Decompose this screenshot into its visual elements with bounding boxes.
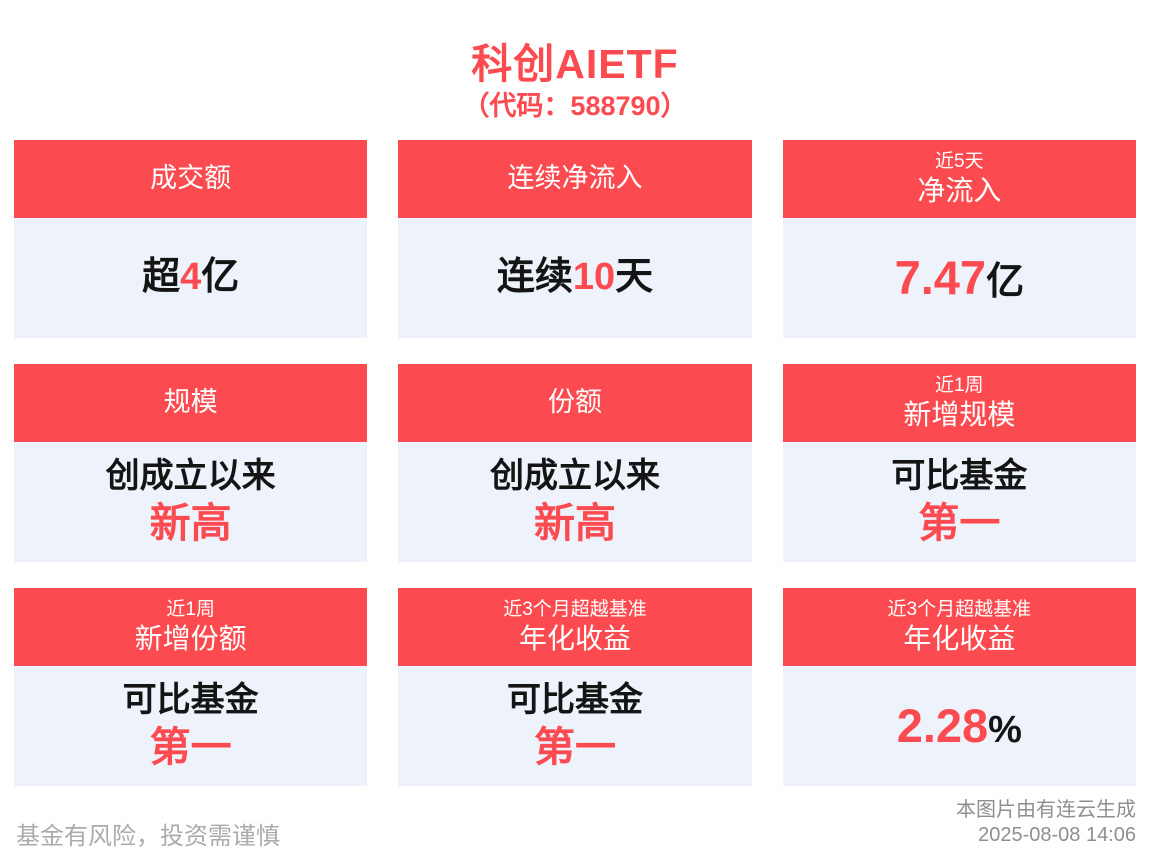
cards-grid: 成交额 超4亿 连续净流入 连续10天 近5天 净流入 7.47亿 规模 创成立以…	[14, 140, 1136, 786]
footer-timestamp: 2025-08-08 14:06	[978, 824, 1136, 846]
card-header-line: 年化收益	[903, 623, 1016, 655]
card-annualized-excess-return-3m-value: 近3个月超越基准年化收益 2.28%	[782, 588, 1136, 786]
card-header-line: 规模	[163, 387, 218, 418]
card-body-line: 第一	[534, 722, 616, 773]
card-consecutive-net-inflow: 连续净流入 连续10天	[398, 140, 752, 338]
text-segment: 第一	[533, 723, 616, 770]
card-body-line: 可比基金	[123, 679, 259, 722]
card-turnover: 成交额 超4亿	[14, 140, 368, 338]
card-body: 创成立以来 新高	[14, 442, 368, 562]
card-header: 份额	[398, 364, 752, 442]
card-body-line: 第一	[150, 722, 232, 773]
text-segment: 亿	[986, 260, 1025, 303]
footer-source-line: 本图片由有连云生成	[956, 799, 1136, 821]
card-body-line: 创成立以来	[106, 455, 276, 498]
card-header: 近5天净流入	[782, 140, 1136, 218]
card-body: 可比基金 第一	[14, 666, 368, 786]
text-segment: 第一	[149, 723, 232, 770]
text-segment: 创成立以来	[105, 457, 276, 496]
card-header: 连续净流入	[398, 140, 752, 218]
card-body-line: 创成立以来	[490, 455, 660, 498]
card-header-line: 新增份额	[134, 623, 247, 655]
text-segment: 4	[180, 256, 202, 299]
card-new-aum-1w: 近1周新增规模 可比基金 第一	[782, 364, 1136, 562]
card-header: 近3个月超越基准年化收益	[398, 588, 752, 666]
text-segment: 天	[615, 256, 654, 299]
card-body-line: 连续10天	[497, 254, 653, 302]
text-segment: %	[988, 708, 1022, 751]
page-subtitle: （代码：588790）	[462, 91, 688, 121]
text-segment: 连续	[496, 256, 573, 299]
card-body: 连续10天	[398, 218, 752, 338]
card-header-line: 新增规模	[903, 399, 1016, 431]
text-segment: 2.28	[896, 698, 989, 752]
card-body: 创成立以来 新高	[398, 442, 752, 562]
card-header-line: 近3个月超越基准	[887, 598, 1032, 620]
card-body: 7.47亿	[782, 218, 1136, 338]
card-header: 成交额	[14, 140, 368, 218]
page-title: 科创AIETF	[471, 41, 679, 87]
text-segment: 创成立以来	[489, 457, 660, 496]
card-header-line: 近5天	[935, 150, 984, 172]
card-header: 近1周新增份额	[14, 588, 368, 666]
card-shares: 份额 创成立以来 新高	[398, 364, 752, 562]
card-header: 规模	[14, 364, 368, 442]
card-header: 近3个月超越基准年化收益	[782, 588, 1136, 666]
card-header-line: 净流入	[917, 175, 1002, 207]
card-body: 超4亿	[14, 218, 368, 338]
text-segment: 第一	[918, 499, 1001, 546]
card-header-line: 年化收益	[518, 623, 631, 655]
card-body-line: 可比基金	[507, 679, 643, 722]
text-segment: 超	[142, 256, 181, 299]
text-segment: 10	[572, 256, 616, 299]
text-segment: 亿	[201, 256, 240, 299]
card-body-line: 第一	[918, 498, 1000, 549]
text-segment: 新高	[533, 499, 616, 546]
card-header-line: 成交额	[150, 163, 232, 194]
card-annualized-excess-return-3m-rank: 近3个月超越基准年化收益 可比基金 第一	[398, 588, 752, 786]
card-body-line: 新高	[534, 498, 616, 549]
text-segment: 可比基金	[122, 681, 259, 720]
card-header-line: 份额	[547, 387, 602, 418]
card-net-inflow-5d: 近5天净流入 7.47亿	[782, 140, 1136, 338]
card-header-line: 近3个月超越基准	[503, 598, 647, 620]
text-segment: 可比基金	[506, 681, 643, 720]
footer-disclaimer: 基金有风险，投资需谨慎	[16, 823, 280, 850]
card-body-line: 2.28%	[897, 697, 1022, 756]
card-body-line: 7.47亿	[895, 249, 1025, 308]
card-body: 可比基金 第一	[398, 666, 752, 786]
text-segment: 7.47	[894, 250, 987, 304]
card-new-shares-1w: 近1周新增份额 可比基金 第一	[14, 588, 368, 786]
card-header-line: 连续净流入	[507, 163, 643, 194]
text-segment: 新高	[149, 499, 232, 546]
card-header-line: 近1周	[166, 598, 215, 620]
card-body-line: 可比基金	[891, 455, 1027, 498]
text-segment: 可比基金	[891, 457, 1028, 496]
card-header-line: 近1周	[935, 374, 984, 396]
card-body: 2.28%	[782, 666, 1136, 786]
card-body-line: 超4亿	[142, 254, 239, 302]
card-aum: 规模 创成立以来 新高	[14, 364, 368, 562]
footer-source: 本图片由有连云生成 2025-08-08 14:06	[956, 798, 1136, 848]
card-body-line: 新高	[150, 498, 232, 549]
card-body: 可比基金 第一	[782, 442, 1136, 562]
card-header: 近1周新增规模	[782, 364, 1136, 442]
